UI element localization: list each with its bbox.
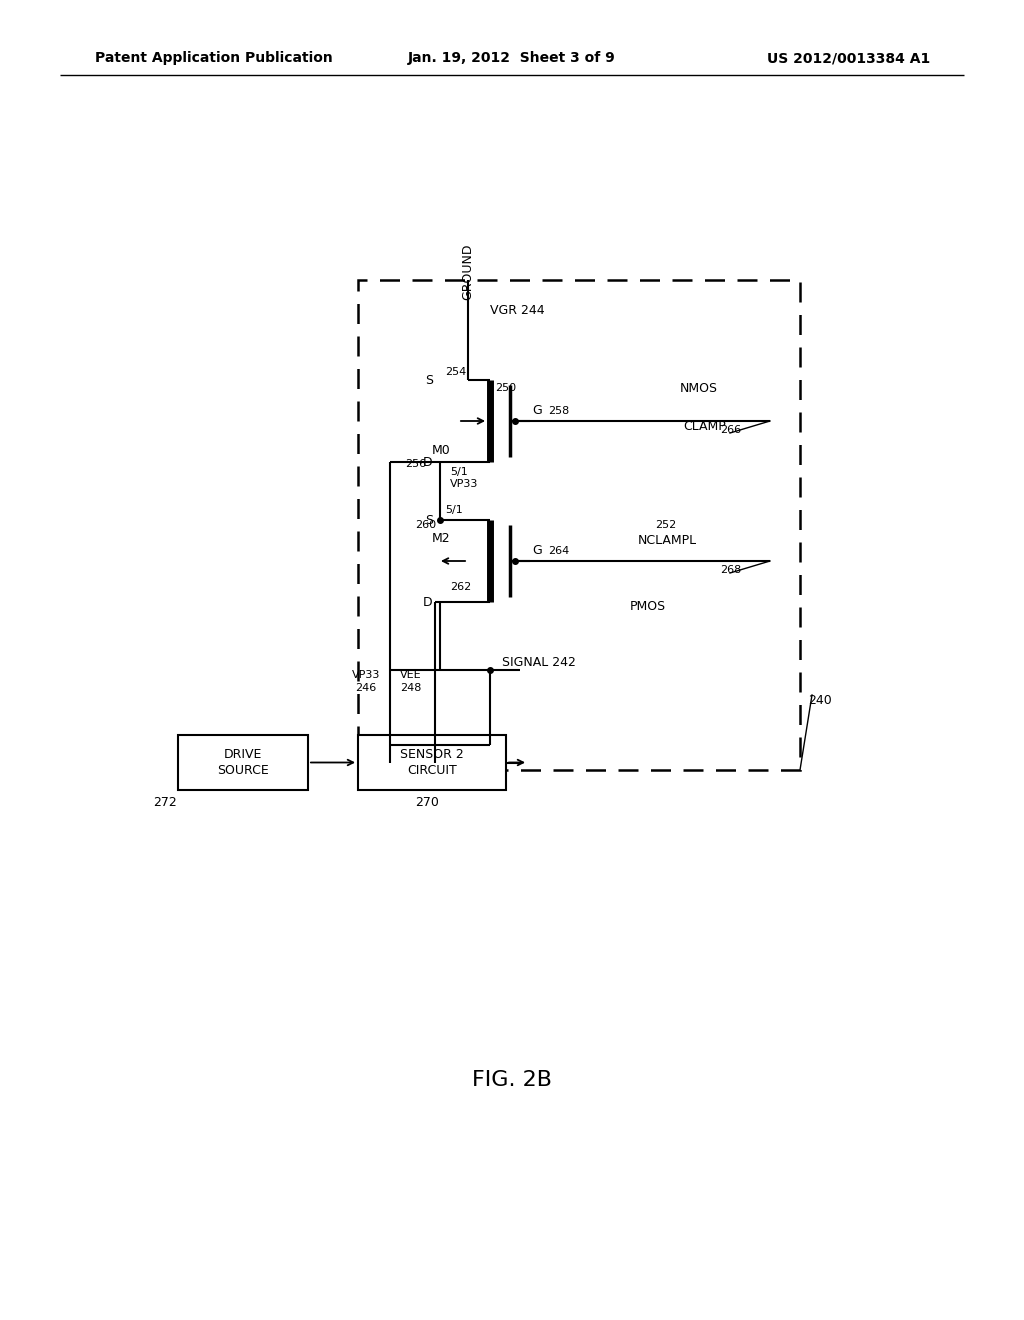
Text: FIG. 2B: FIG. 2B bbox=[472, 1071, 552, 1090]
Text: G: G bbox=[532, 404, 542, 417]
Text: PMOS: PMOS bbox=[630, 601, 667, 614]
Text: 5/1: 5/1 bbox=[445, 506, 463, 515]
Text: 240: 240 bbox=[808, 693, 831, 706]
Text: SIGNAL 242: SIGNAL 242 bbox=[502, 656, 575, 668]
Text: 250: 250 bbox=[495, 383, 516, 393]
Text: VP33: VP33 bbox=[450, 479, 478, 488]
Text: D: D bbox=[422, 595, 432, 609]
Text: 268: 268 bbox=[720, 565, 741, 576]
Text: M0: M0 bbox=[432, 444, 451, 457]
Text: 266: 266 bbox=[720, 425, 741, 436]
Text: NCLAMPL: NCLAMPL bbox=[638, 533, 697, 546]
Text: 5/1: 5/1 bbox=[450, 467, 468, 477]
Text: M2: M2 bbox=[432, 532, 451, 544]
Text: S: S bbox=[425, 374, 433, 387]
Bar bbox=[178, 735, 308, 789]
Bar bbox=[358, 735, 506, 789]
Text: 272: 272 bbox=[153, 796, 177, 808]
Bar bbox=[358, 280, 800, 770]
Text: SENSOR 2
CIRCUIT: SENSOR 2 CIRCUIT bbox=[400, 747, 464, 777]
Text: VP33: VP33 bbox=[352, 671, 380, 680]
Text: NMOS: NMOS bbox=[680, 381, 718, 395]
Text: VEE: VEE bbox=[400, 671, 422, 680]
Text: 264: 264 bbox=[548, 546, 569, 556]
Text: 260: 260 bbox=[415, 520, 436, 531]
Text: Patent Application Publication: Patent Application Publication bbox=[95, 51, 333, 65]
Text: D: D bbox=[422, 455, 432, 469]
Text: 246: 246 bbox=[355, 682, 376, 693]
Text: 256: 256 bbox=[406, 459, 426, 469]
Text: VGR 244: VGR 244 bbox=[490, 304, 545, 317]
Text: 270: 270 bbox=[415, 796, 439, 808]
Text: 252: 252 bbox=[655, 520, 676, 531]
Text: US 2012/0013384 A1: US 2012/0013384 A1 bbox=[767, 51, 930, 65]
Text: 262: 262 bbox=[450, 582, 471, 591]
Text: 254: 254 bbox=[445, 367, 466, 378]
Text: 258: 258 bbox=[548, 407, 569, 416]
Text: Jan. 19, 2012  Sheet 3 of 9: Jan. 19, 2012 Sheet 3 of 9 bbox=[409, 51, 615, 65]
Text: G: G bbox=[532, 544, 542, 557]
Text: 248: 248 bbox=[400, 682, 421, 693]
Text: S: S bbox=[425, 513, 433, 527]
Text: CLAMP: CLAMP bbox=[683, 420, 726, 433]
Text: GROUND: GROUND bbox=[462, 243, 474, 300]
Text: DRIVE
SOURCE: DRIVE SOURCE bbox=[217, 747, 269, 777]
